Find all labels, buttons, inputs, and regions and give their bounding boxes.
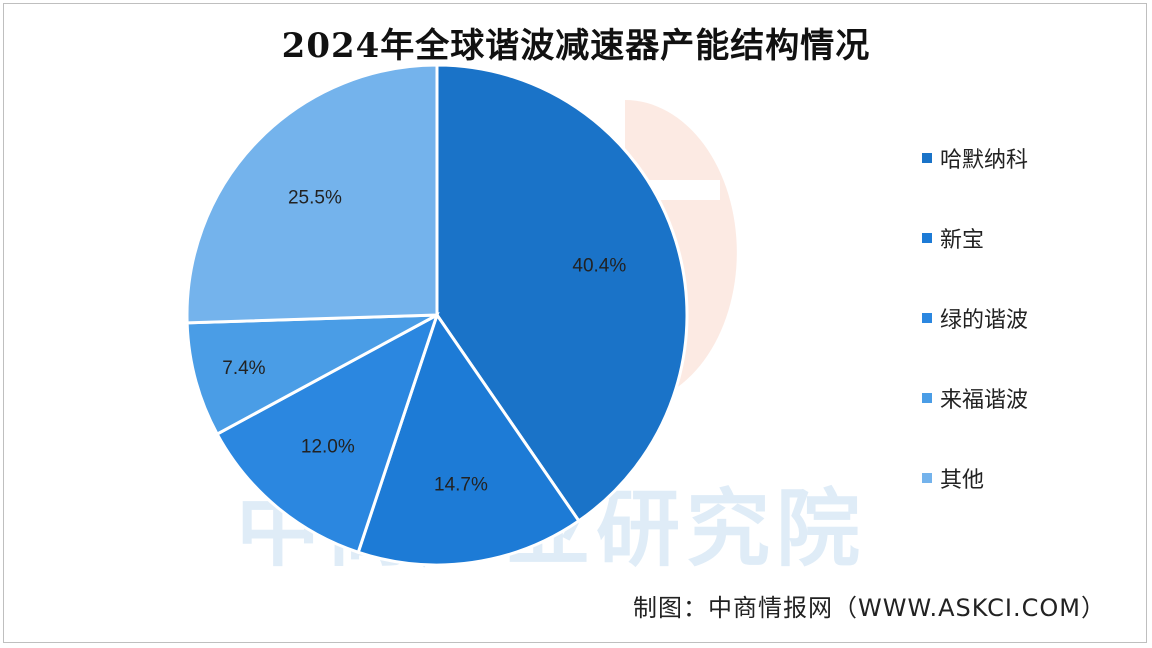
pie-data-label: 40.4% — [572, 256, 626, 277]
pie-slice — [356, 311, 581, 567]
pie-data-label: 25.5% — [288, 188, 342, 209]
pie-slice — [185, 63, 439, 325]
pie-slice — [435, 63, 689, 523]
pie-data-label: 14.7% — [434, 474, 488, 495]
source-note: 制图：中商情报网（WWW.ASKCI.COM） — [633, 594, 1106, 622]
legend-label: 新宝 — [940, 228, 985, 253]
legend-label: 来福谐波 — [940, 388, 1029, 413]
legend-swatch — [922, 473, 932, 483]
legend-label: 其他 — [940, 468, 985, 493]
pie-slice — [185, 313, 438, 437]
legend-label: 绿的谐波 — [940, 308, 1029, 333]
legend-item: 新宝 — [922, 198, 1028, 278]
legend-swatch — [922, 313, 932, 323]
pie-slice — [215, 311, 440, 555]
legend-item: 哈默纳科 — [922, 118, 1028, 198]
legend-item: 来福谐波 — [922, 358, 1028, 438]
legend: 哈默纳科新宝绿的谐波来福谐波其他 — [922, 118, 1028, 518]
legend-item: 绿的谐波 — [922, 278, 1028, 358]
pie-data-label: 12.0% — [301, 436, 355, 457]
legend-swatch — [922, 153, 932, 163]
chart-title: 2024年全球谐波减速器产能结构情况 — [281, 26, 871, 66]
legend-swatch — [922, 233, 932, 243]
legend-label: 哈默纳科 — [940, 148, 1029, 173]
legend-swatch — [922, 393, 932, 403]
legend-item: 其他 — [922, 438, 1028, 518]
pie-data-label: 7.4% — [222, 358, 265, 379]
